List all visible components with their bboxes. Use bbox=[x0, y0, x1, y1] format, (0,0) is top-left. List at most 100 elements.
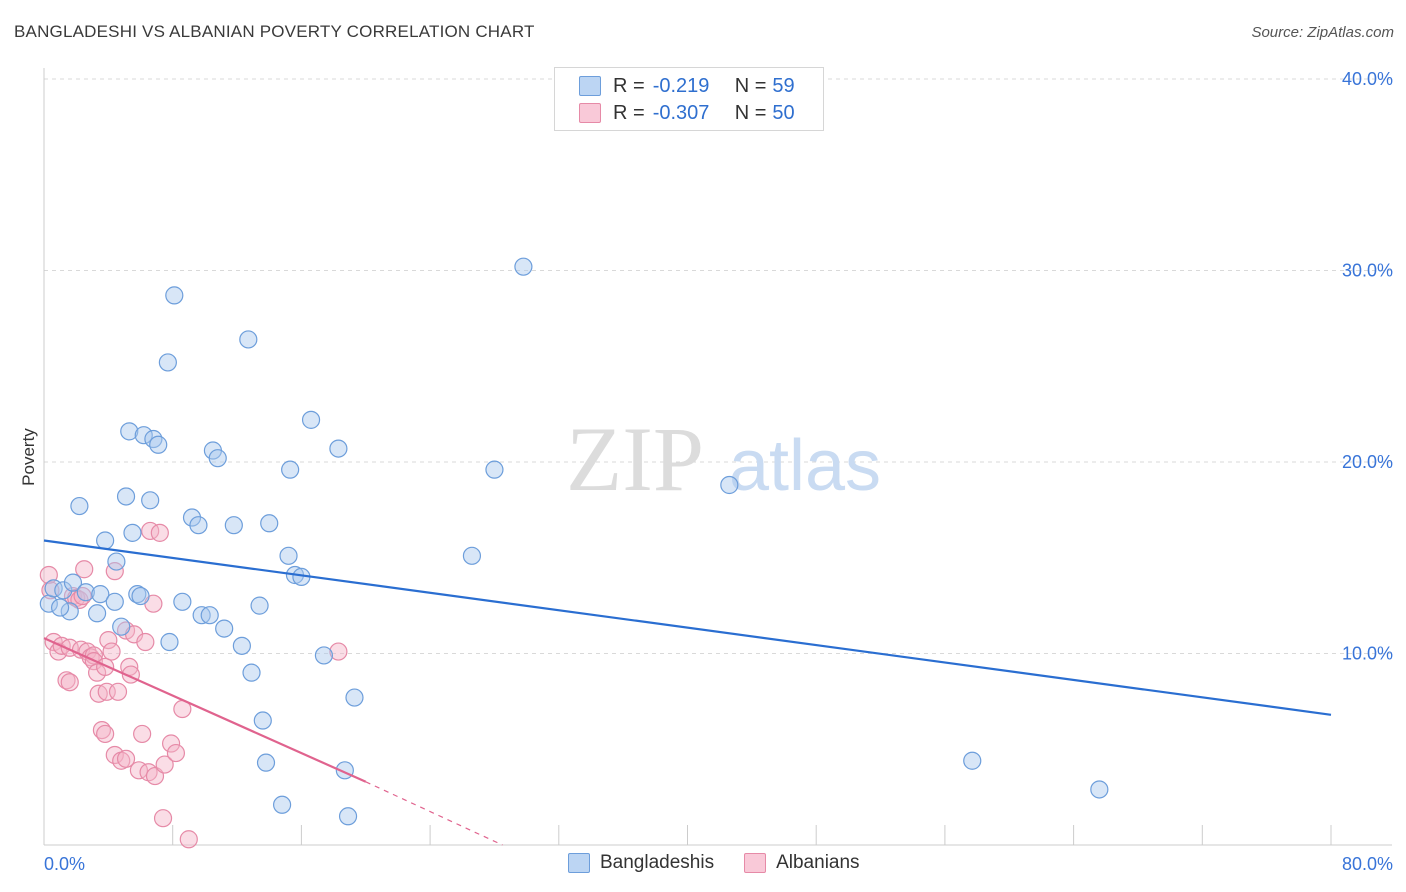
bangladeshis-point bbox=[345, 688, 364, 707]
bangladeshis-point bbox=[149, 435, 168, 454]
bangladeshis-point bbox=[123, 523, 142, 542]
bangladeshis-point bbox=[301, 410, 321, 429]
bangladeshis-point bbox=[120, 422, 139, 441]
albanians-trend-extension bbox=[365, 781, 503, 846]
bangladeshis-point bbox=[112, 617, 131, 636]
bangladeshis-point bbox=[131, 586, 150, 606]
x-tick-label: 0.0% bbox=[44, 854, 85, 874]
albanians-point bbox=[41, 581, 60, 600]
bangladeshis-point bbox=[54, 581, 73, 600]
bangladeshis-point bbox=[1090, 780, 1109, 799]
albanians-point bbox=[150, 523, 169, 542]
bangladeshis-point bbox=[720, 475, 739, 495]
bangladeshis-point bbox=[87, 604, 107, 623]
bangladeshis-point bbox=[50, 598, 70, 617]
albanians-point bbox=[161, 734, 181, 753]
albanians-point bbox=[39, 565, 58, 585]
bangladeshis-point bbox=[338, 807, 358, 826]
stats-row-albanians: R = -0.307 N = 50 bbox=[579, 101, 795, 125]
albanians-point bbox=[96, 724, 115, 744]
bangladeshis-point bbox=[514, 257, 533, 276]
bangladeshis-point bbox=[116, 487, 136, 506]
bangladeshis-point bbox=[963, 751, 982, 770]
legend-label: Albanians bbox=[776, 852, 860, 873]
bangladeshis-points bbox=[39, 257, 1109, 826]
r-label: R = bbox=[613, 101, 645, 124]
bangladeshis-point bbox=[272, 795, 292, 814]
blue-swatch bbox=[568, 853, 590, 873]
bangladeshis-point bbox=[96, 531, 115, 550]
bangladeshis-point bbox=[165, 286, 184, 305]
albanians-point bbox=[153, 809, 173, 828]
bangladeshis-point bbox=[279, 546, 298, 565]
bangladeshis-point bbox=[134, 426, 153, 445]
albanians-point bbox=[155, 755, 174, 774]
watermark-zip: ZIP bbox=[566, 408, 704, 510]
bangladeshis-point bbox=[63, 573, 83, 592]
y-tick-label: 10.0% bbox=[1342, 644, 1393, 664]
axis-labels: 10.0% 20.0% 30.0% 40.0% 0.0% 80.0% Poverty bbox=[19, 69, 1393, 874]
bangladeshis-point bbox=[215, 619, 234, 638]
bangladeshis-point bbox=[107, 552, 126, 571]
bangladeshis-point bbox=[158, 353, 177, 372]
albanians-point bbox=[133, 724, 152, 744]
bangladeshis-point bbox=[462, 546, 482, 565]
grid bbox=[44, 78, 1392, 654]
legend-item-albanians[interactable]: Albanians bbox=[744, 852, 860, 874]
bangladeshis-point bbox=[141, 491, 160, 510]
chart-title: BANGLADESHI VS ALBANIAN POVERTY CORRELAT… bbox=[14, 22, 535, 41]
r-label: R = bbox=[613, 74, 645, 97]
axes bbox=[43, 68, 1392, 846]
bangladeshis-point bbox=[485, 460, 504, 479]
watermark-atlas: atlas bbox=[729, 426, 881, 506]
pink-swatch bbox=[744, 853, 767, 873]
stats-row-bangladeshis: R = -0.219 N = 59 bbox=[579, 74, 795, 98]
bangladeshis-point bbox=[242, 663, 261, 682]
bangladeshis-point bbox=[208, 449, 227, 468]
n-value: 59 bbox=[772, 74, 795, 97]
albanians-point bbox=[179, 830, 198, 849]
bangladeshis-point bbox=[260, 514, 279, 533]
albanians-point bbox=[99, 630, 118, 650]
watermark: ZIP atlas bbox=[566, 408, 881, 510]
legend-label: Bangladeshis bbox=[600, 852, 715, 873]
chart-source: Source: ZipAtlas.com bbox=[1251, 24, 1394, 41]
bangladeshis-point bbox=[160, 632, 179, 652]
y-axis-label: Poverty bbox=[19, 428, 38, 486]
bangladeshis-point bbox=[128, 585, 147, 604]
bangladeshis-point bbox=[224, 516, 243, 535]
legend-item-bangladeshis[interactable]: Bangladeshis bbox=[568, 852, 714, 874]
albanians-point bbox=[96, 657, 115, 677]
bangladeshis-point bbox=[200, 606, 219, 625]
series-legend: Bangladeshis Albanians bbox=[568, 852, 890, 874]
y-tick-label: 20.0% bbox=[1342, 452, 1393, 472]
bangladeshis-point bbox=[281, 460, 300, 479]
albanians-point bbox=[60, 673, 79, 692]
albanians-point bbox=[136, 632, 155, 652]
bangladeshis-point bbox=[91, 585, 110, 604]
bangladeshis-point bbox=[144, 429, 163, 449]
bangladeshis-point bbox=[256, 753, 276, 772]
pink-swatch bbox=[579, 103, 601, 123]
n-value: 50 bbox=[772, 101, 795, 124]
bangladeshis-point bbox=[173, 592, 192, 611]
bangladeshis-trend-line bbox=[43, 539, 1332, 716]
n-label: N = bbox=[734, 74, 767, 97]
x-tick-label: 80.0% bbox=[1342, 854, 1393, 874]
bangladeshis-point bbox=[70, 496, 89, 516]
n-label: N = bbox=[734, 101, 767, 124]
albanians-point bbox=[57, 671, 76, 690]
r-value: -0.219 bbox=[652, 74, 710, 97]
albanians-point bbox=[102, 642, 121, 661]
bangladeshis-point bbox=[253, 711, 272, 730]
blue-swatch bbox=[579, 76, 601, 96]
bangladeshis-point bbox=[189, 516, 208, 535]
bangladeshis-point bbox=[60, 602, 79, 621]
trend-lines bbox=[43, 539, 1332, 846]
bangladeshis-point bbox=[105, 592, 124, 611]
albanians-point bbox=[108, 682, 128, 701]
bangladeshis-point bbox=[314, 646, 334, 665]
albanians-trend-line bbox=[43, 637, 367, 783]
albanians-point bbox=[166, 743, 186, 763]
